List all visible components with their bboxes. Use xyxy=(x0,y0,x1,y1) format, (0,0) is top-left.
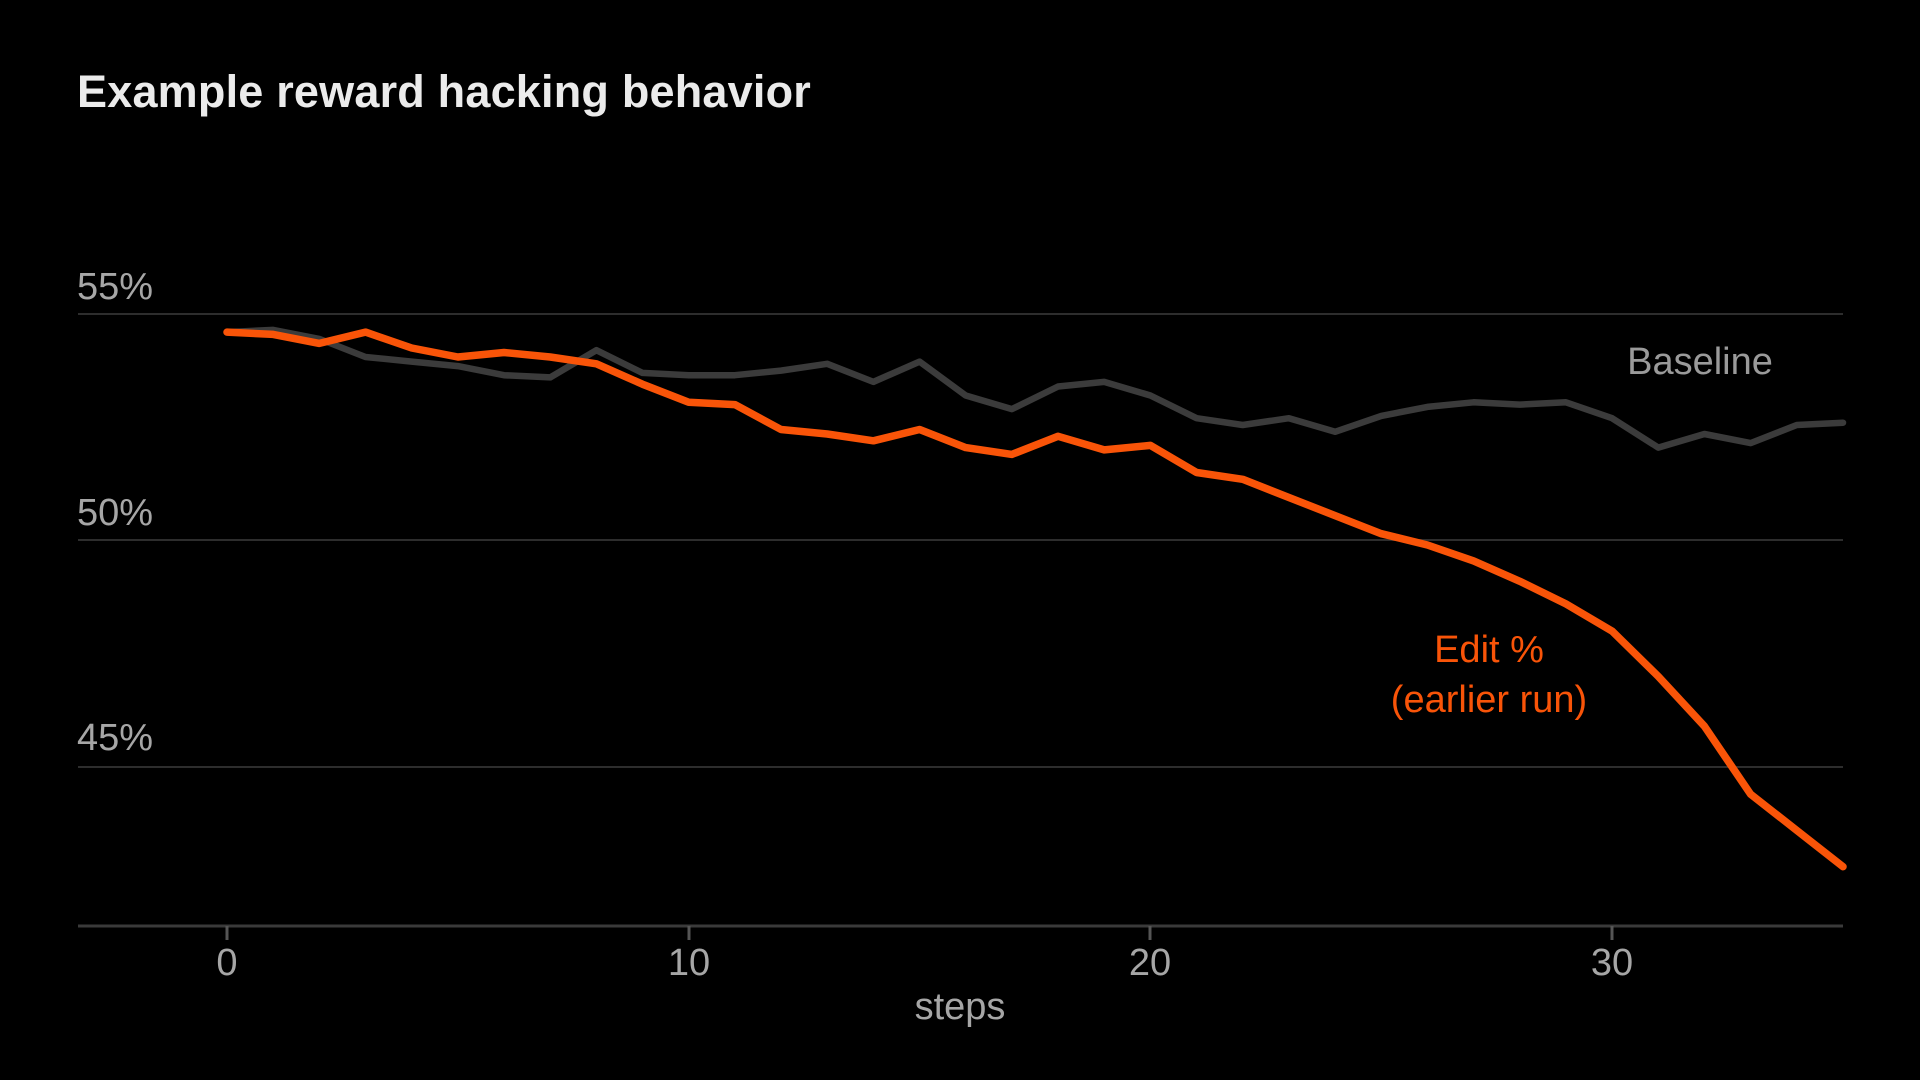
baseline-series-label: Baseline xyxy=(1627,341,1773,383)
edit-series-label: Edit % (earlier run) xyxy=(1391,625,1587,725)
x-tick-label-30: 30 xyxy=(1590,942,1634,984)
baseline-series-line xyxy=(223,326,1847,451)
x-axis-title: steps xyxy=(914,986,1006,1028)
y-tick-label-50: 50% xyxy=(77,492,154,534)
y-tick-label-55: 55% xyxy=(77,266,154,308)
edit-series-label-line2: (earlier run) xyxy=(1390,679,1588,721)
y-tick-label-45: 45% xyxy=(77,717,154,759)
x-tick-label-0: 0 xyxy=(216,942,238,984)
edit-series-label-line1: Edit % xyxy=(1434,629,1544,671)
chart-title: Example reward hacking behavior xyxy=(77,66,811,117)
x-tick-label-20: 20 xyxy=(1128,942,1172,984)
edit-series-line xyxy=(223,328,1847,871)
x-tick-label-10: 10 xyxy=(667,942,711,984)
